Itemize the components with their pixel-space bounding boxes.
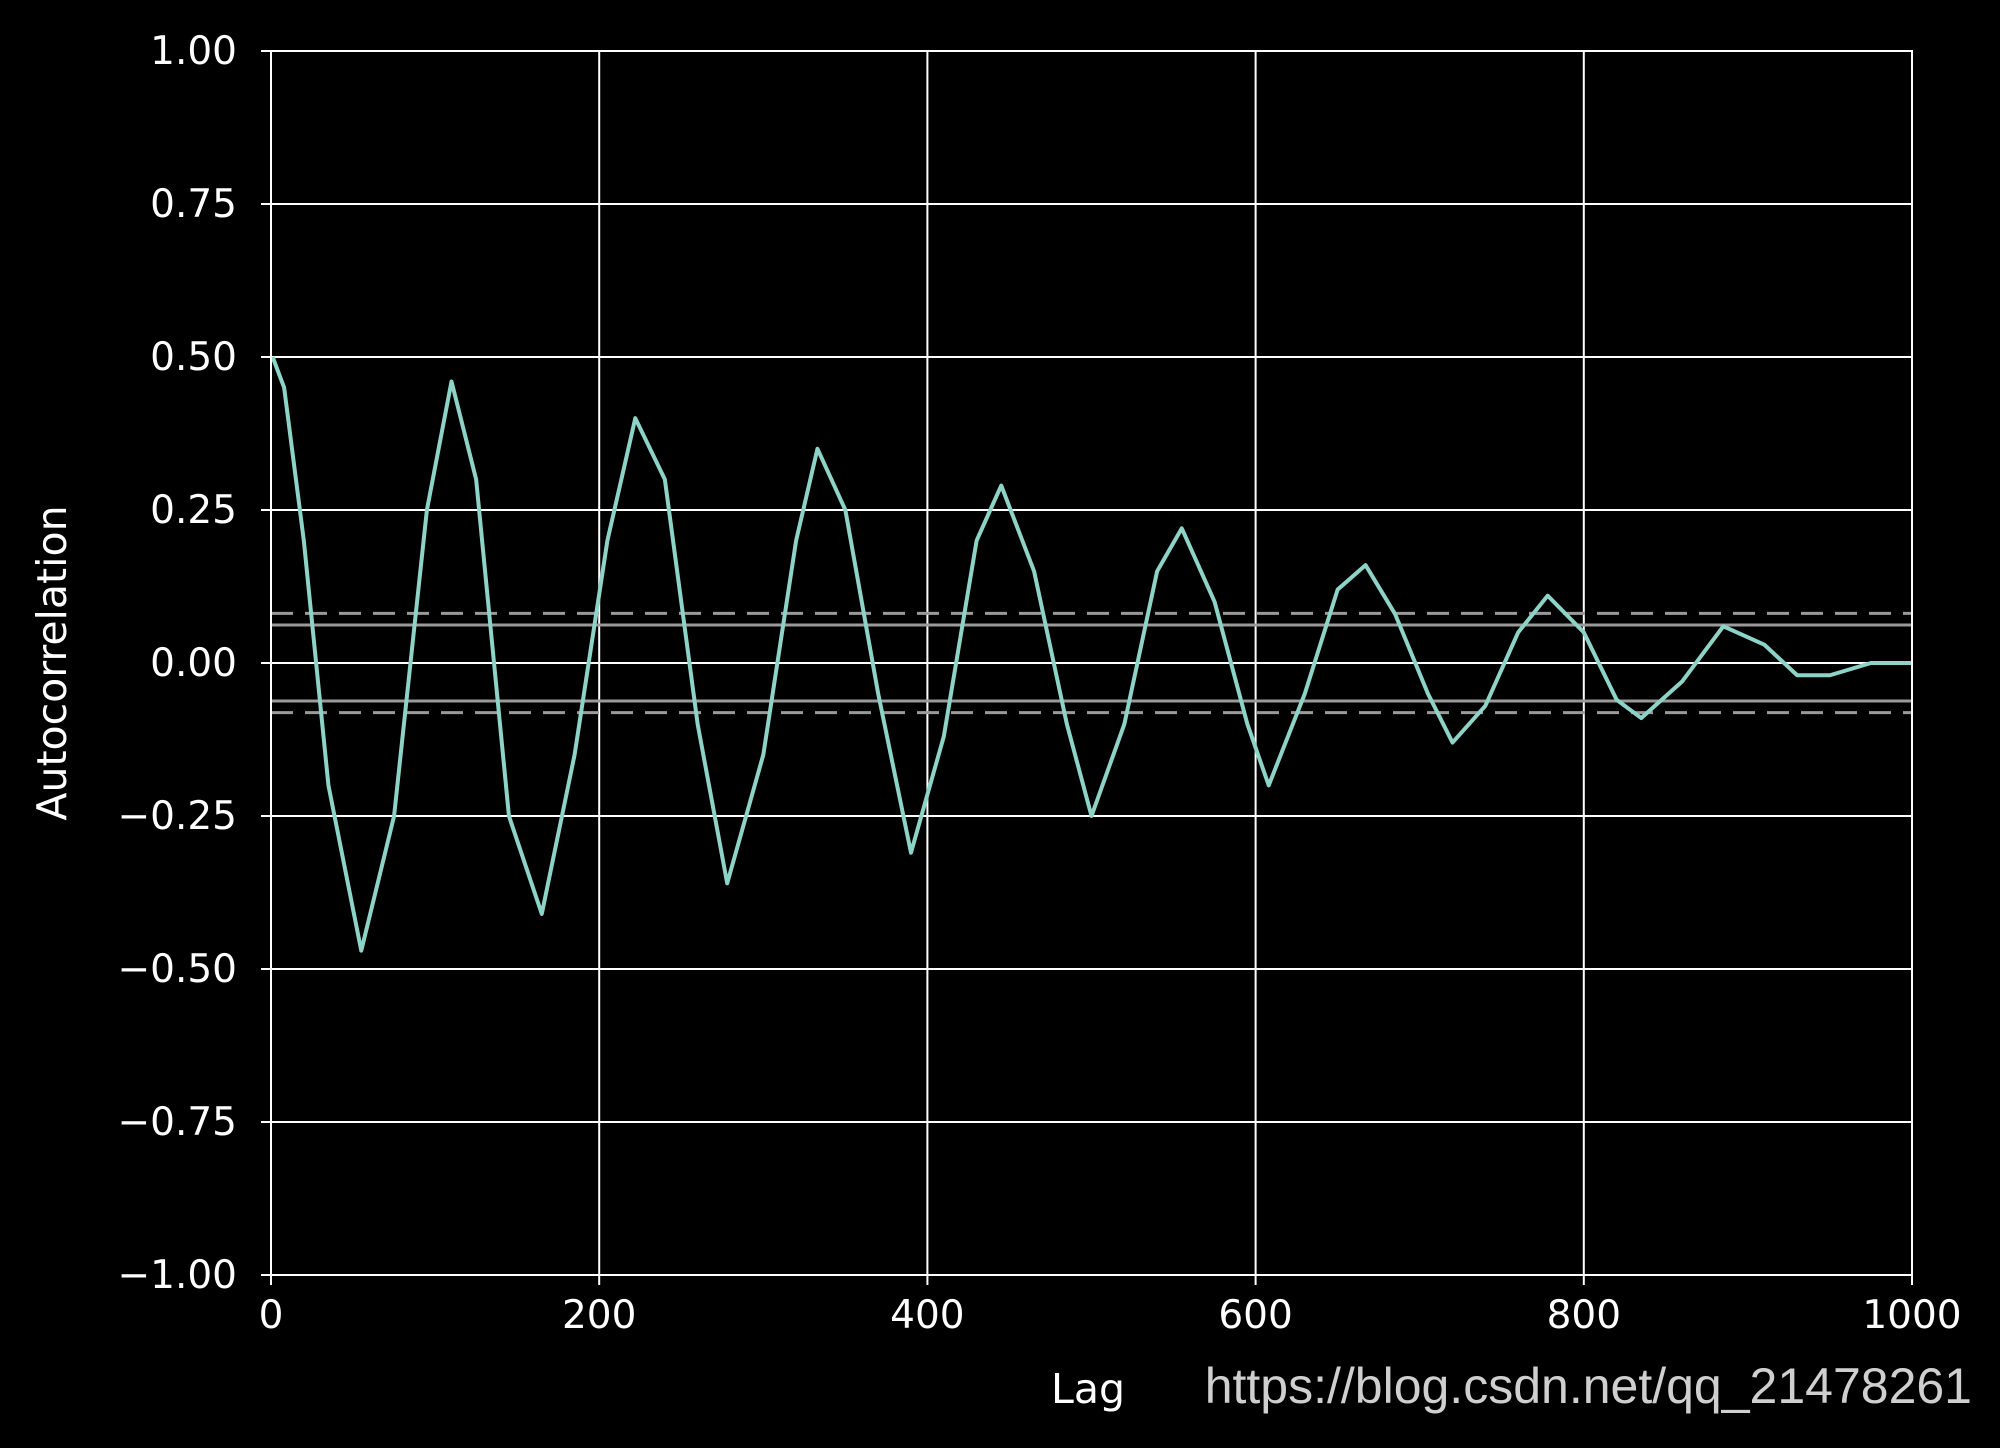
y-tick-label: 0.00: [150, 641, 237, 686]
x-tick-label: 600: [1218, 1293, 1292, 1338]
y-axis-ticks: 1.00 0.75 0.50 0.25 0.00 −0.25 −0.50 −0.75 −1.00: [117, 29, 271, 1298]
series-layer: [270, 356, 1912, 953]
y-tick-label: 0.50: [150, 335, 237, 380]
acf-series-line: [270, 356, 1912, 953]
x-tick-label: 200: [562, 1293, 636, 1338]
y-tick-label: 1.00: [150, 29, 237, 74]
y-tick-label: 0.75: [150, 182, 237, 227]
y-tick-label: −0.50: [117, 947, 237, 992]
y-tick-label: −0.25: [117, 794, 237, 839]
y-tick-label: 0.25: [150, 488, 237, 533]
x-tick-label: 0: [259, 1293, 284, 1338]
watermark-text: https://blog.csdn.net/qq_21478261: [1205, 1358, 1972, 1414]
x-tick-label: 1000: [1862, 1293, 1961, 1338]
confidence-bands: [271, 611, 1912, 715]
x-axis-ticks: 0 200 400 600 800 1000: [259, 1275, 1962, 1338]
y-tick-label: −0.75: [117, 1100, 237, 1145]
x-tick-label: 400: [890, 1293, 964, 1338]
x-axis-label: Lag: [1051, 1365, 1125, 1413]
x-tick-label: 800: [1547, 1293, 1621, 1338]
y-axis-label: Autocorrelation: [28, 505, 76, 820]
y-tick-label: −1.00: [117, 1253, 237, 1298]
